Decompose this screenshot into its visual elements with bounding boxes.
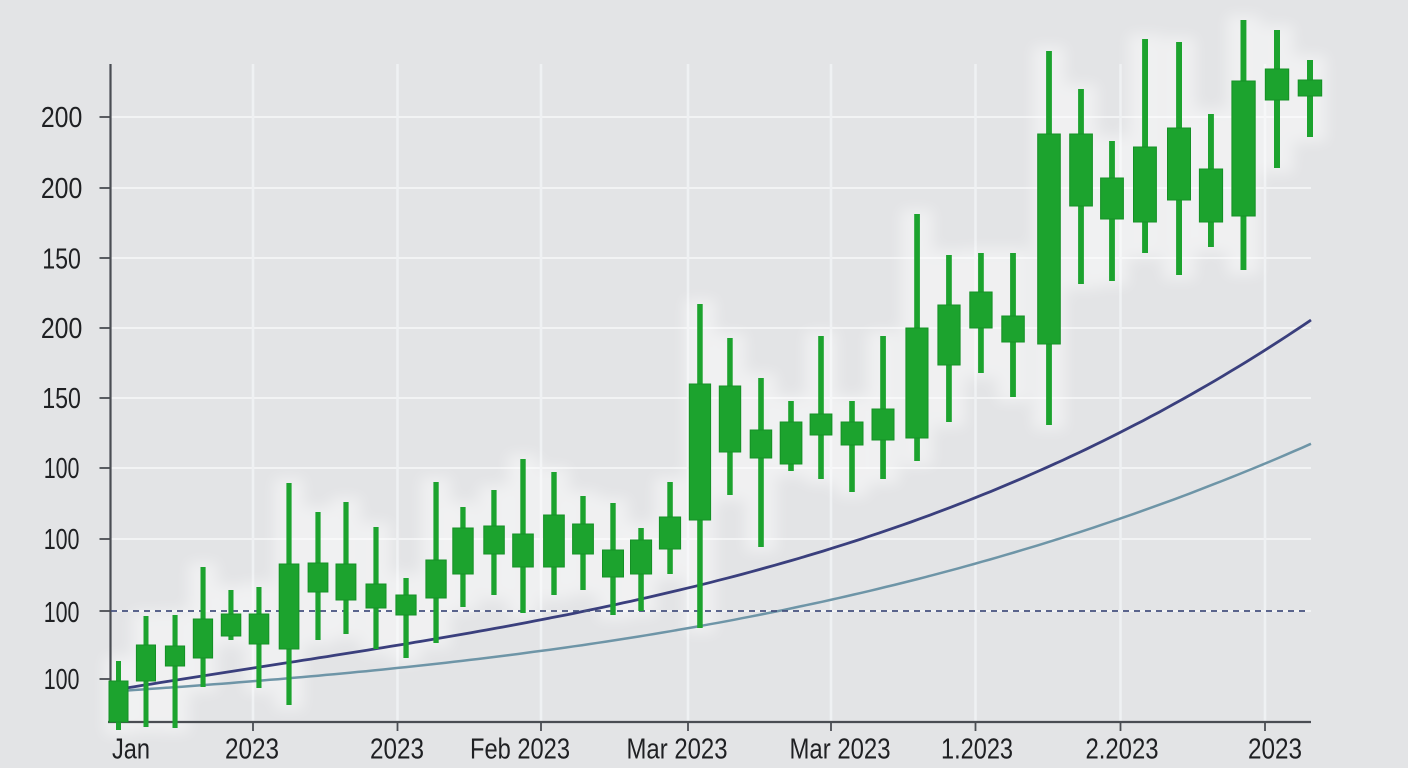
svg-text:100: 100 — [44, 453, 80, 485]
svg-text:Mar 2023: Mar 2023 — [627, 734, 728, 766]
svg-text:200: 200 — [41, 102, 83, 134]
svg-text:150: 150 — [42, 244, 81, 276]
svg-text:Jan: Jan — [112, 734, 150, 766]
svg-text:2023: 2023 — [370, 734, 424, 766]
svg-text:100: 100 — [44, 664, 80, 696]
svg-text:150: 150 — [42, 383, 81, 415]
svg-text:100: 100 — [44, 524, 80, 556]
svg-text:2023: 2023 — [225, 734, 279, 766]
svg-text:Mar 2023: Mar 2023 — [790, 734, 891, 766]
svg-text:2.2023: 2.2023 — [1086, 734, 1159, 766]
svg-text:200: 200 — [41, 173, 83, 205]
svg-text:100: 100 — [44, 597, 80, 629]
svg-text:2023: 2023 — [1248, 734, 1302, 766]
svg-text:1.2023: 1.2023 — [941, 734, 1013, 766]
svg-text:Feb 2023: Feb 2023 — [470, 734, 570, 766]
svg-text:200: 200 — [41, 313, 83, 345]
